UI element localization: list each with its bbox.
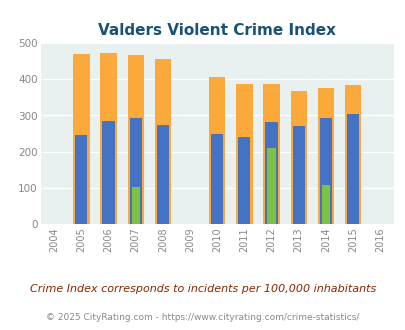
Bar [102,121,114,224]
Bar [319,118,331,224]
Text: Crime Index corresponds to incidents per 100,000 inhabitants: Crime Index corresponds to incidents per… [30,284,375,294]
Bar [236,84,252,224]
Title: Valders Violent Crime Index: Valders Violent Crime Index [98,22,335,38]
Bar [292,126,304,224]
Bar [75,135,87,224]
Bar [129,118,141,224]
Bar [127,55,143,224]
Bar [209,77,225,224]
Bar [100,53,116,224]
Bar [154,59,171,224]
Bar [263,84,279,224]
Bar [265,122,277,224]
Bar [156,124,168,224]
Bar [321,185,329,224]
Bar [344,85,360,224]
Text: © 2025 CityRating.com - https://www.cityrating.com/crime-statistics/: © 2025 CityRating.com - https://www.city… [46,313,359,322]
Bar [346,114,358,224]
Bar [290,91,306,224]
Bar [238,137,250,224]
Bar [267,148,275,224]
Bar [317,87,333,224]
Bar [211,134,223,224]
Bar [73,54,89,224]
Bar [131,187,139,224]
